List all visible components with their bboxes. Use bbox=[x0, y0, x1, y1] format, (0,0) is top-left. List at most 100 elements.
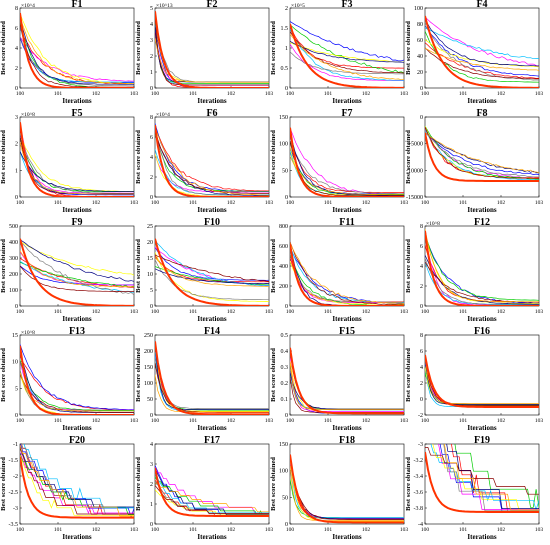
x-tick-label: 101 bbox=[324, 418, 333, 424]
series-line bbox=[425, 358, 539, 404]
series-line bbox=[20, 261, 134, 288]
y-axis-label: Best score obtained bbox=[135, 130, 142, 184]
series-line bbox=[290, 457, 404, 518]
subplot-title: F13 bbox=[69, 326, 85, 337]
series-line bbox=[425, 232, 539, 304]
y-tick-label: 10 bbox=[12, 360, 18, 366]
x-axis-label: Iterations bbox=[332, 315, 361, 323]
axis-exponent: ×10^13 bbox=[156, 3, 173, 9]
subplot-f20: F20 -3.5 -3 -2.5 -2 -1.5 -1 100 101 102 103 Iterati… bbox=[0, 435, 138, 541]
series-line bbox=[155, 240, 269, 286]
series-line bbox=[155, 489, 269, 515]
curves bbox=[155, 465, 269, 517]
series-line bbox=[20, 142, 134, 195]
subplot-f15: F15 0 0.1 0.2 0.3 0.4 0.5 100 101 102 103 Iteration… bbox=[270, 326, 408, 432]
subplot-title: F20 bbox=[69, 435, 85, 446]
x-tick-label: 100 bbox=[16, 309, 25, 315]
subplot-title: F5 bbox=[71, 108, 82, 119]
y-tick-label: -1.5 bbox=[9, 458, 19, 464]
subplot-f17: F17 0 1 2 3 4 100 101 102 103 Iterations Best score… bbox=[135, 435, 273, 541]
x-tick-label: 100 bbox=[286, 418, 295, 424]
x-tick-label: 101 bbox=[324, 309, 333, 315]
y-axis-label: Best score obtained bbox=[270, 457, 277, 511]
x-tick-label: 101 bbox=[189, 309, 198, 315]
x-tick-label: 100 bbox=[421, 200, 430, 206]
y-tick-label: 4 bbox=[150, 442, 153, 448]
x-tick-label: 101 bbox=[54, 309, 63, 315]
y-tick-label: 0 bbox=[15, 195, 18, 201]
axes-box bbox=[424, 116, 540, 198]
series-line bbox=[20, 240, 134, 296]
y-tick-label: 20 bbox=[417, 70, 423, 76]
y-tick-label: 600 bbox=[279, 244, 288, 250]
x-axis-label: Iterations bbox=[467, 97, 496, 105]
subplot-f14: F14 0 50 100 150 200 250 100 101 102 103 Iterations… bbox=[135, 326, 273, 432]
proposed-series-line bbox=[425, 354, 539, 408]
series-line bbox=[155, 374, 269, 413]
x-tick-label: 100 bbox=[286, 527, 295, 533]
x-axis-label: Iterations bbox=[62, 206, 91, 214]
y-tick-label: 15 bbox=[12, 333, 18, 339]
series-line bbox=[290, 132, 404, 196]
curves bbox=[155, 341, 269, 415]
series-line bbox=[425, 24, 539, 81]
y-tick-label: 0.3 bbox=[281, 365, 289, 371]
series-line bbox=[155, 154, 269, 193]
y-axis-label: Best score obtained bbox=[135, 348, 142, 402]
series-line bbox=[290, 26, 404, 69]
x-tick-label: 101 bbox=[459, 418, 468, 424]
x-tick-label: 102 bbox=[362, 418, 371, 424]
y-tick-label: 80 bbox=[417, 22, 423, 28]
x-tick-label: 103 bbox=[535, 418, 544, 424]
y-tick-label: 8 bbox=[420, 224, 423, 230]
y-tick-label: 50 bbox=[282, 168, 288, 174]
axis-exponent: ×10^4 bbox=[21, 3, 35, 9]
axes-box bbox=[19, 116, 135, 198]
series-line bbox=[290, 31, 404, 74]
series-line bbox=[290, 139, 404, 195]
y-tick-label: -3 bbox=[13, 506, 18, 512]
series-line bbox=[425, 16, 539, 67]
curves bbox=[425, 125, 539, 182]
series-line bbox=[425, 359, 539, 405]
y-tick-label: 0 bbox=[15, 413, 18, 419]
axes-box bbox=[154, 116, 270, 198]
subplot-title: F4 bbox=[476, 0, 487, 10]
curves bbox=[290, 347, 404, 415]
proposed-series-line bbox=[425, 15, 539, 88]
series-line bbox=[20, 36, 134, 82]
series-line bbox=[425, 132, 539, 173]
x-tick-label: 103 bbox=[265, 527, 274, 533]
proposed-series-line bbox=[425, 132, 539, 182]
x-tick-label: 103 bbox=[535, 91, 544, 97]
proposed-series-line bbox=[20, 456, 134, 519]
y-tick-label: 200 bbox=[279, 284, 288, 290]
x-tick-label: 101 bbox=[459, 309, 468, 315]
series-line bbox=[425, 234, 539, 301]
y-tick-label: 100 bbox=[414, 6, 423, 12]
series-line bbox=[290, 368, 404, 414]
series-line bbox=[290, 257, 404, 303]
axes-box bbox=[289, 443, 405, 525]
axis-exponent: ×10^4 bbox=[156, 112, 170, 118]
y-tick-label: 0 bbox=[150, 86, 153, 92]
series-line bbox=[20, 239, 134, 282]
y-tick-label: 6 bbox=[150, 135, 153, 141]
y-axis-label: Best score obtained bbox=[0, 348, 7, 402]
x-tick-label: 101 bbox=[459, 200, 468, 206]
y-tick-label: 0.4 bbox=[281, 349, 289, 355]
y-tick-label: 100 bbox=[144, 381, 153, 387]
x-tick-label: 103 bbox=[130, 309, 139, 315]
y-tick-label: -3.5 bbox=[9, 522, 19, 528]
y-tick-label: 0 bbox=[285, 86, 288, 92]
series-line bbox=[20, 452, 134, 514]
series-line bbox=[425, 47, 539, 71]
curves bbox=[290, 241, 404, 306]
series-line bbox=[20, 359, 134, 411]
y-tick-label: 3 bbox=[15, 115, 18, 121]
y-tick-label: 60 bbox=[417, 38, 423, 44]
x-axis-label: Iterations bbox=[332, 424, 361, 432]
y-tick-label: 3 bbox=[150, 38, 153, 44]
y-axis-label: Best score obtained bbox=[270, 130, 277, 184]
